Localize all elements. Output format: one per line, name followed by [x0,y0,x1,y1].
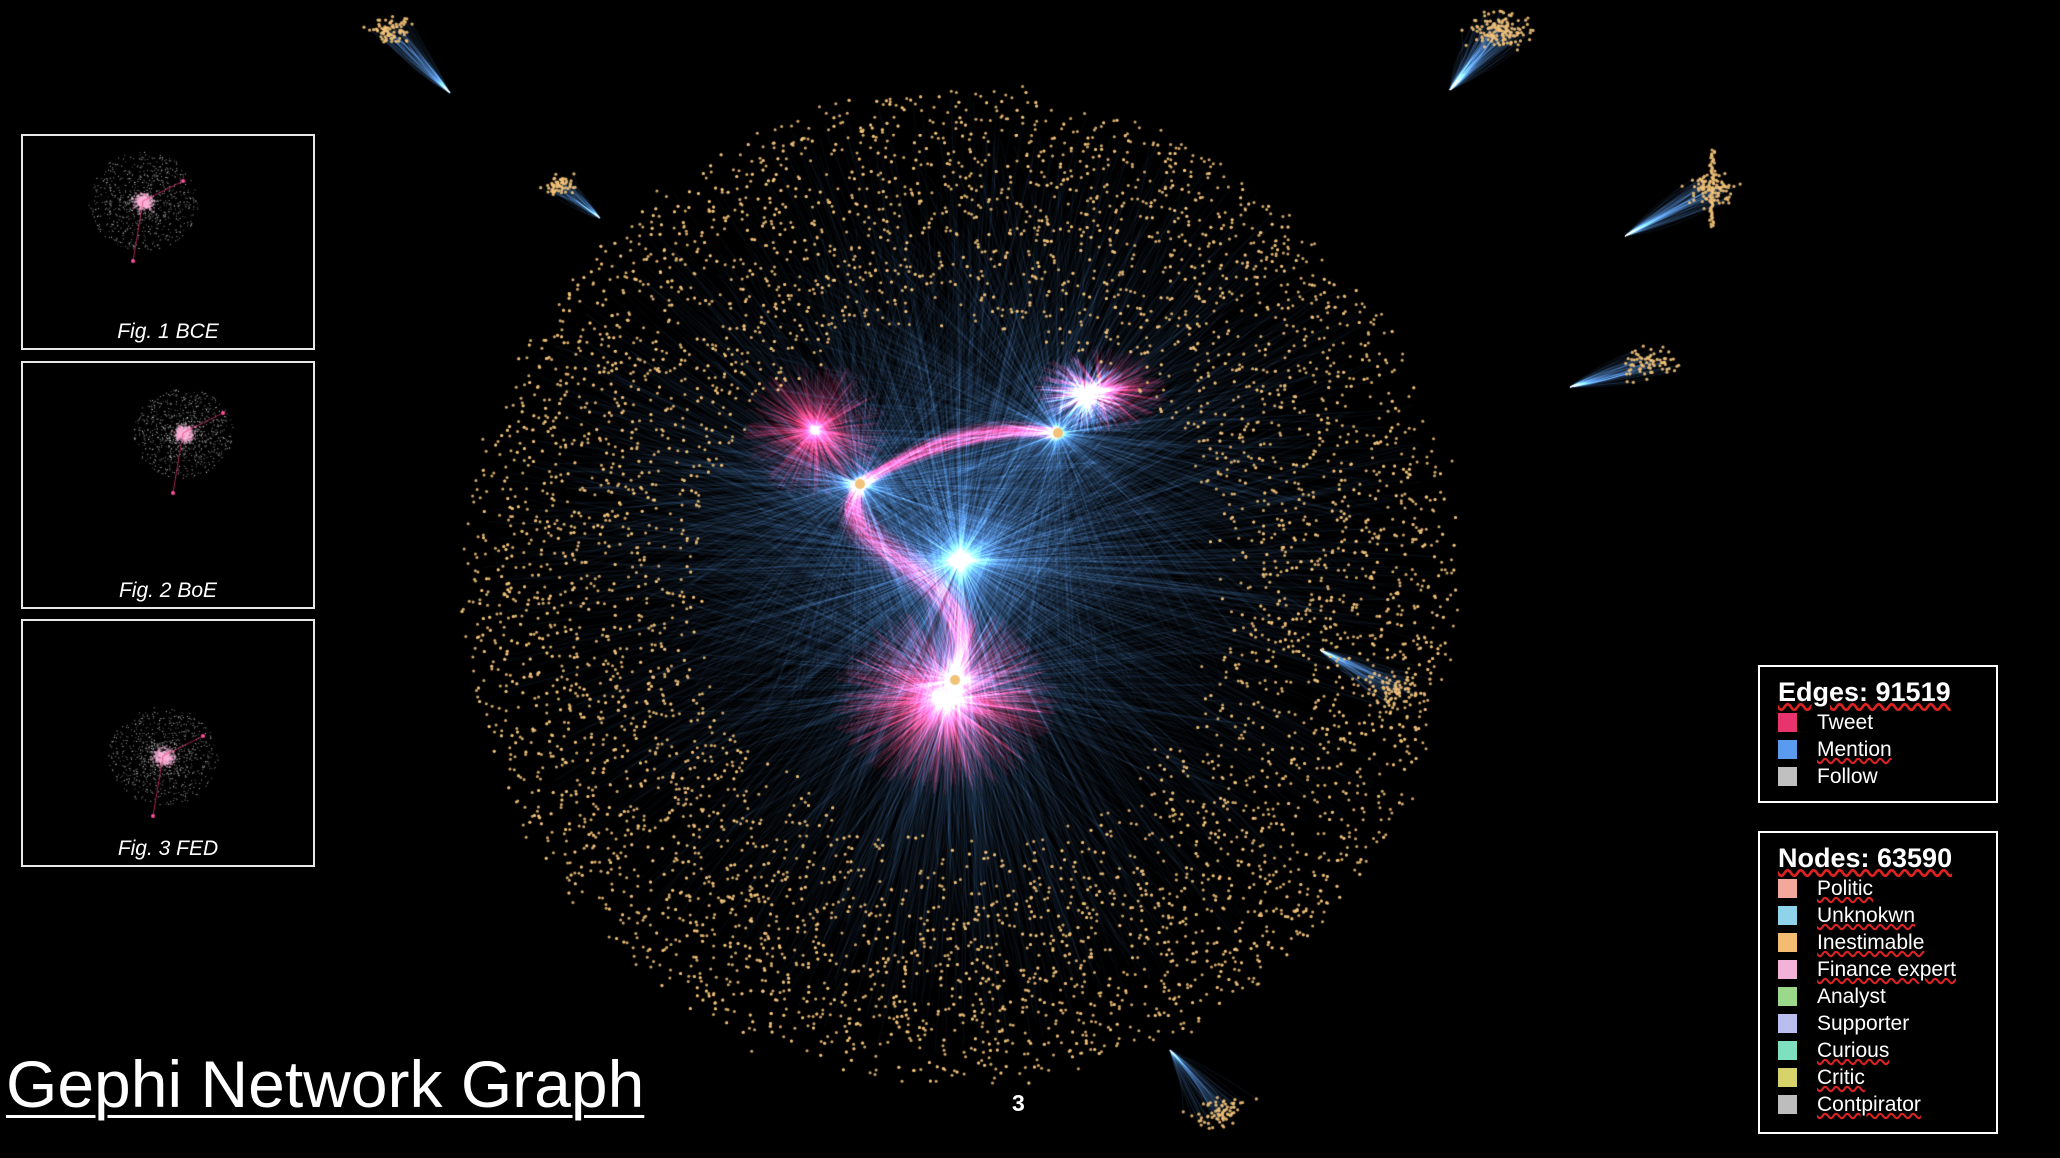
color-swatch [1778,987,1797,1006]
thumbnail-fig-2: Fig. 2 BoE [21,361,315,609]
node-legend-item: Curious [1778,1037,1996,1064]
node-legend-item: Critic [1778,1064,1996,1091]
color-swatch [1778,906,1797,925]
node-legend-item: Inestimable [1778,929,1996,956]
edge-legend-item: Tweet [1778,709,1996,736]
color-swatch [1778,933,1797,952]
node-legend-label: Unknokwn [1817,903,1916,927]
color-swatch [1778,713,1797,732]
edge-legend-item: Mention [1778,736,1996,763]
thumbnail-caption: Fig. 3 FED [117,837,219,860]
nodes-legend-title: Nodes: 63590 [1778,843,1953,873]
node-legend-item: Analyst [1778,983,1996,1010]
color-swatch [1778,960,1797,979]
thumbnail-caption: Fig. 1 BCE [117,320,219,343]
edge-legend-label: Follow [1817,764,1878,788]
color-swatch [1778,740,1797,759]
node-legend-item: Contpirator [1778,1091,1996,1118]
thumbnail-graph [23,621,313,865]
color-swatch [1778,1068,1797,1087]
nodes-legend: Nodes: 63590 Politic Unknokwn Inestimable F… [1758,831,1998,1134]
thumbnail-fig-3: Fig. 3 FED [21,619,315,867]
node-legend-label: Critic [1817,1065,1865,1089]
node-legend-item: Finance expert [1778,956,1996,983]
thumbnail-graph [23,136,313,348]
thumbnail-graph [23,363,313,607]
color-swatch [1778,1041,1797,1060]
color-swatch [1778,879,1797,898]
edge-legend-label: Tweet [1817,710,1874,734]
color-swatch [1778,1095,1797,1114]
node-legend-item: Supporter [1778,1010,1996,1037]
edges-legend: Edges: 91519 Tweet Mention Follow [1758,665,1998,803]
node-legend-label: Contpirator [1817,1092,1921,1116]
node-legend-label: Analyst [1817,984,1886,1008]
node-legend-label: Curious [1817,1038,1890,1062]
color-swatch [1778,1014,1797,1033]
node-legend-label: Politic [1817,876,1874,900]
edges-legend-title: Edges: 91519 [1778,677,1951,707]
page-title: Gephi Network Graph [6,1047,645,1121]
thumbnail-caption: Fig. 2 BoE [118,579,218,602]
edge-legend-label: Mention [1817,737,1892,761]
thumbnail-fig-1: Fig. 1 BCE [21,134,315,350]
node-legend-item: Unknokwn [1778,902,1996,929]
node-legend-label: Supporter [1817,1011,1910,1035]
node-legend-label: Inestimable [1817,930,1925,954]
page-number: 3 [1012,1090,1025,1116]
node-legend-label: Finance expert [1817,957,1956,981]
node-legend-item: Politic [1778,875,1996,902]
edge-legend-item: Follow [1778,763,1996,790]
color-swatch [1778,767,1797,786]
